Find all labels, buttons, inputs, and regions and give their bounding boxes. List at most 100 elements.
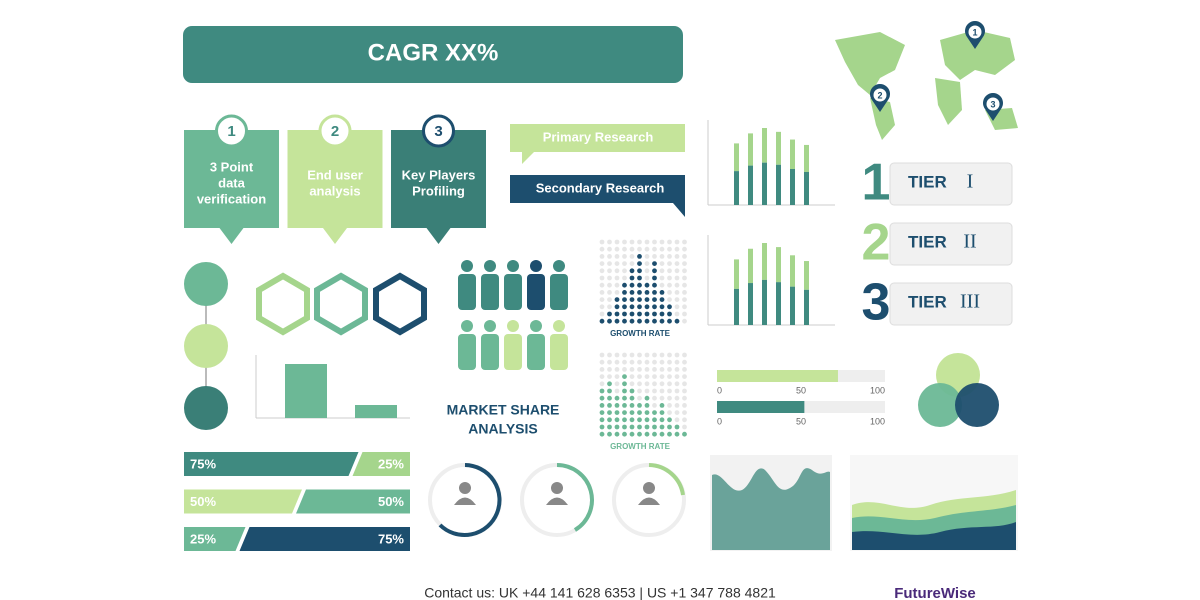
dot xyxy=(644,417,650,423)
dot xyxy=(607,239,612,245)
dot xyxy=(607,403,612,408)
dot xyxy=(614,395,620,401)
deco-bar xyxy=(776,282,781,325)
dot xyxy=(599,246,605,252)
dot xyxy=(599,239,605,245)
dot xyxy=(607,374,612,379)
step-label: Key Players xyxy=(402,167,476,182)
dot xyxy=(637,388,642,394)
dot xyxy=(607,297,612,302)
share-bar-left xyxy=(184,489,302,514)
dot xyxy=(629,367,635,372)
dot xyxy=(659,311,665,317)
dot xyxy=(667,246,672,252)
dot xyxy=(614,403,620,408)
dot xyxy=(652,410,657,415)
map-pin-number: 3 xyxy=(990,99,995,109)
dot xyxy=(659,254,665,259)
dot xyxy=(659,290,665,295)
dot xyxy=(644,403,650,408)
dot xyxy=(674,318,680,324)
dot xyxy=(674,403,680,408)
dot xyxy=(607,388,612,394)
dot xyxy=(629,275,635,281)
dot xyxy=(667,239,672,245)
dot xyxy=(659,318,665,324)
step-box xyxy=(184,130,279,244)
dot xyxy=(614,424,620,430)
dot xyxy=(607,410,612,415)
dot xyxy=(607,304,612,310)
progress-tick-label: 100 xyxy=(870,385,885,395)
dot xyxy=(614,367,620,372)
step-label: verification xyxy=(197,191,266,206)
dot xyxy=(599,424,605,430)
circle xyxy=(184,386,228,430)
deco-bar xyxy=(748,165,753,205)
dot xyxy=(674,367,680,372)
dot xyxy=(682,403,687,408)
share-bar-right xyxy=(352,452,410,476)
secondary-research-banner xyxy=(510,175,685,217)
step-label: data xyxy=(218,175,246,190)
dot xyxy=(644,275,650,281)
dot xyxy=(629,359,635,365)
dot xyxy=(682,352,687,358)
dot xyxy=(667,268,672,274)
dot xyxy=(622,282,627,288)
dot xyxy=(607,275,612,281)
dot xyxy=(652,431,657,437)
dot xyxy=(644,261,650,266)
dot xyxy=(637,254,642,259)
dot xyxy=(637,381,642,387)
dot xyxy=(652,290,657,295)
dot xyxy=(629,290,635,295)
deco-bar xyxy=(790,286,795,325)
dot xyxy=(682,381,687,387)
person-body xyxy=(504,334,522,370)
step-badge xyxy=(215,114,248,148)
dot xyxy=(607,431,612,437)
person-body xyxy=(504,274,522,310)
dot xyxy=(629,403,635,408)
dot xyxy=(674,424,680,430)
dot xyxy=(622,304,627,310)
person-head xyxy=(507,260,519,272)
deco-bar xyxy=(762,279,767,325)
deco-bar xyxy=(762,128,767,163)
share-label: 50% xyxy=(190,494,216,509)
dot xyxy=(637,431,642,437)
dot xyxy=(637,239,642,245)
dot xyxy=(607,359,612,365)
dot xyxy=(614,417,620,423)
dot xyxy=(674,381,680,387)
dot xyxy=(599,261,605,266)
dot xyxy=(667,403,672,408)
dot xyxy=(622,261,627,266)
user-icons xyxy=(454,482,660,505)
dot xyxy=(614,318,620,324)
dot xyxy=(659,359,665,365)
step-box xyxy=(391,130,486,244)
dot xyxy=(682,424,687,430)
dot xyxy=(667,431,672,437)
dot xyxy=(659,367,665,372)
dot xyxy=(629,239,635,245)
tier-numeral: II xyxy=(963,231,976,253)
dot xyxy=(644,282,650,288)
dot xyxy=(629,246,635,252)
dot xyxy=(607,311,612,317)
step-label: End user xyxy=(307,167,363,182)
dot xyxy=(629,395,635,401)
dot xyxy=(622,410,627,415)
dot xyxy=(644,318,650,324)
dot xyxy=(652,367,657,372)
dot xyxy=(682,268,687,274)
dot xyxy=(659,374,665,379)
dot xyxy=(674,261,680,266)
deco-bar xyxy=(804,171,809,205)
dot xyxy=(644,246,650,252)
dot xyxy=(652,318,657,324)
step-label: 3 Point xyxy=(210,159,254,174)
dot xyxy=(659,304,665,310)
